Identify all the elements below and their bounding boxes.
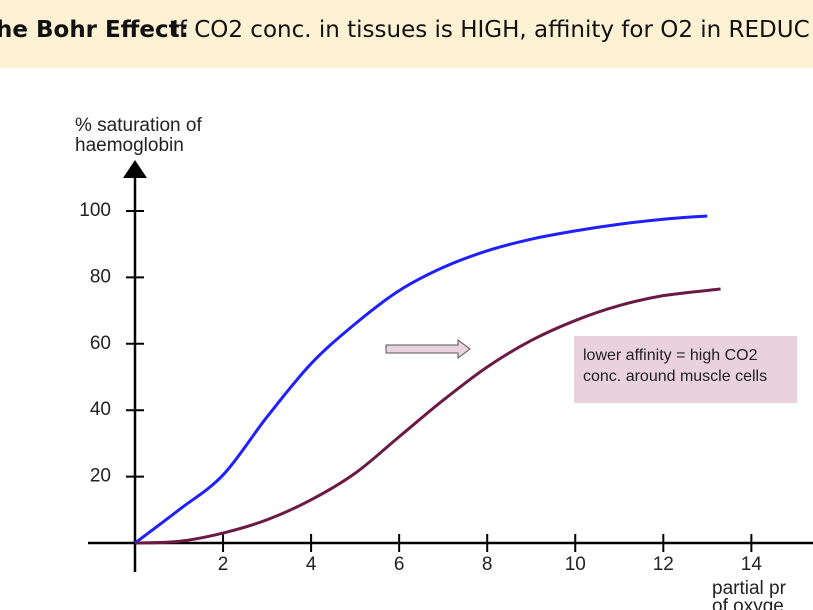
y-label: % saturation of [75, 115, 202, 136]
y-axis-arrow [123, 160, 147, 178]
y-tick-label: 100 [79, 200, 111, 221]
y-tick-label: 20 [90, 466, 111, 487]
curve [134, 287, 721, 545]
header-banner: he Bohr Effect: If CO2 conc. in tissues … [0, 0, 813, 68]
annotation-box [574, 336, 797, 403]
x-tick-label: 2 [218, 554, 229, 575]
x-tick-label: 10 [565, 554, 586, 575]
x-label: of oxyge [712, 596, 784, 610]
x-tick-label: 14 [741, 554, 763, 575]
header-title-bold: he Bohr Effect: [0, 17, 189, 43]
x-label: partial pr [712, 578, 787, 599]
x-tick-label: 6 [394, 554, 405, 575]
x-tick-label: 8 [482, 554, 493, 575]
shift-arrow [385, 339, 471, 359]
y-tick-label: 40 [90, 399, 111, 420]
curve [134, 214, 708, 545]
x-tick-label: 12 [653, 554, 674, 575]
y-label: haemoglobin [75, 135, 184, 156]
y-tick-label: 60 [90, 333, 111, 354]
x-tick-label: 4 [306, 554, 317, 575]
annotation: lower affinity = high CO2 [583, 347, 758, 364]
annotation: conc. around muscle cells [583, 368, 767, 385]
header-title: If CO2 conc. in tissues is HIGH, affinit… [172, 17, 810, 43]
y-tick-label: 80 [90, 266, 111, 287]
